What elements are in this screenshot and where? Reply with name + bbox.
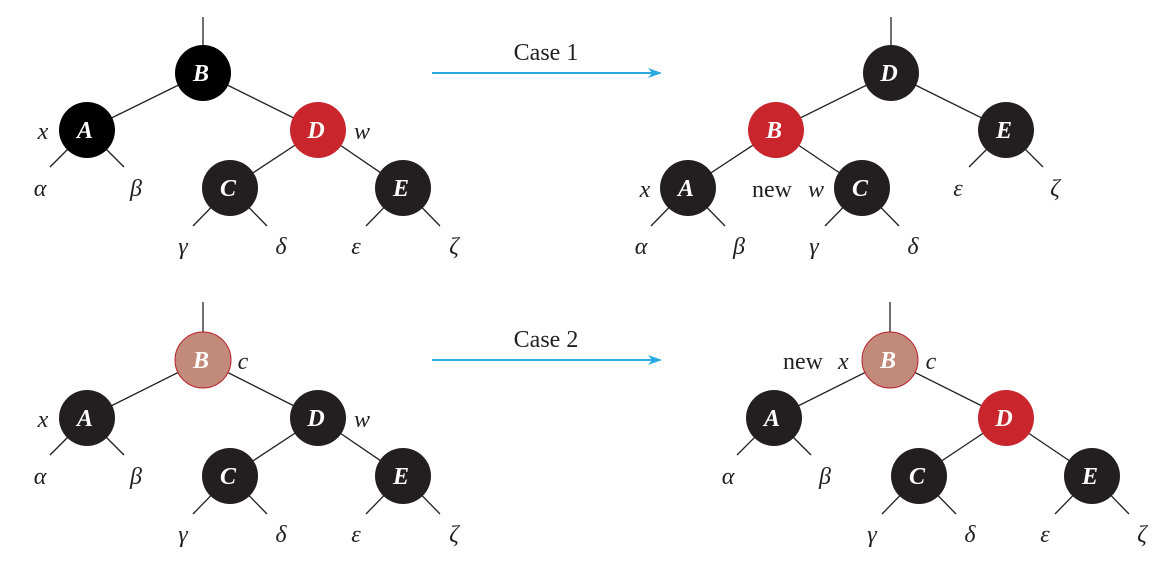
node-e: E bbox=[978, 102, 1034, 158]
label-w: w bbox=[354, 407, 370, 433]
node-d-label: D bbox=[306, 118, 324, 144]
node-d: D bbox=[863, 45, 919, 101]
node-a: A bbox=[59, 390, 115, 446]
node-c-label: C bbox=[220, 464, 237, 490]
node-d: D bbox=[290, 102, 346, 158]
case2-after-tree: B A D C E new x c α β γ δ ε ζ bbox=[722, 302, 1149, 548]
subtree-gamma: γ bbox=[809, 234, 819, 260]
case2-transition: Case 2 bbox=[432, 327, 662, 365]
node-d: D bbox=[290, 390, 346, 446]
subtree-delta: δ bbox=[907, 234, 919, 260]
node-e-label: E bbox=[392, 176, 409, 202]
node-e-label: E bbox=[995, 118, 1012, 144]
case2-label: Case 2 bbox=[514, 327, 579, 353]
node-c: C bbox=[202, 448, 258, 504]
label-c: c bbox=[926, 349, 937, 375]
node-b: B bbox=[175, 45, 231, 101]
node-a-label: A bbox=[762, 406, 780, 432]
node-c-label: C bbox=[909, 464, 926, 490]
subtree-gamma: γ bbox=[178, 234, 188, 260]
node-e-label: E bbox=[1081, 464, 1098, 490]
subtree-beta: β bbox=[129, 464, 142, 490]
subtree-delta: δ bbox=[964, 522, 976, 548]
node-d: D bbox=[978, 390, 1034, 446]
case1-label: Case 1 bbox=[514, 40, 579, 66]
case1-transition: Case 1 bbox=[432, 40, 662, 78]
subtree-beta: β bbox=[818, 464, 831, 490]
subtree-delta: δ bbox=[275, 234, 287, 260]
node-c-label: C bbox=[220, 176, 237, 202]
label-new: new bbox=[752, 177, 793, 203]
node-b-label: B bbox=[192, 348, 209, 374]
node-a-label: A bbox=[676, 176, 694, 202]
node-b-label: B bbox=[192, 61, 209, 87]
subtree-epsilon: ε bbox=[351, 522, 361, 548]
case1-after-tree: D B E A C x new w ε ζ α β γ δ bbox=[635, 17, 1062, 260]
node-e: E bbox=[375, 448, 431, 504]
node-a: A bbox=[660, 160, 716, 216]
subtree-epsilon: ε bbox=[351, 234, 361, 260]
label-w: w bbox=[354, 119, 370, 145]
label-x: x bbox=[639, 177, 651, 203]
node-a-label: A bbox=[75, 118, 93, 144]
node-c: C bbox=[834, 160, 890, 216]
subtree-zeta: ζ bbox=[1050, 176, 1062, 202]
case1-before-tree: B A D C E x w α β γ δ ε ζ bbox=[34, 17, 461, 260]
node-b-label: B bbox=[879, 348, 896, 374]
label-x: x bbox=[37, 119, 49, 145]
subtree-beta: β bbox=[732, 234, 745, 260]
node-e: E bbox=[1064, 448, 1120, 504]
subtree-alpha: α bbox=[34, 464, 47, 490]
subtree-zeta: ζ bbox=[449, 234, 461, 260]
node-b: B bbox=[174, 331, 232, 389]
node-b: B bbox=[861, 331, 919, 389]
node-a-label: A bbox=[75, 406, 93, 432]
subtree-beta: β bbox=[129, 176, 142, 202]
node-a: A bbox=[746, 390, 802, 446]
node-e-label: E bbox=[392, 464, 409, 490]
node-c: C bbox=[891, 448, 947, 504]
subtree-gamma: γ bbox=[867, 522, 877, 548]
node-b: B bbox=[748, 102, 804, 158]
node-c-label: C bbox=[852, 176, 869, 202]
label-new: new bbox=[783, 349, 824, 375]
case2-before-tree: B A D C E c x w α β γ δ ε ζ bbox=[34, 302, 461, 548]
subtree-gamma: γ bbox=[178, 522, 188, 548]
node-a: A bbox=[59, 102, 115, 158]
label-x: x bbox=[37, 407, 49, 433]
subtree-epsilon: ε bbox=[953, 176, 963, 202]
node-e: E bbox=[375, 160, 431, 216]
subtree-zeta: ζ bbox=[449, 522, 461, 548]
subtree-alpha: α bbox=[635, 234, 648, 260]
subtree-alpha: α bbox=[722, 464, 735, 490]
node-d-label: D bbox=[994, 406, 1012, 432]
label-new-x: x bbox=[837, 349, 849, 375]
subtree-epsilon: ε bbox=[1040, 522, 1050, 548]
subtree-zeta: ζ bbox=[1137, 522, 1149, 548]
label-c: c bbox=[238, 349, 249, 375]
node-d-label: D bbox=[306, 406, 324, 432]
subtree-alpha: α bbox=[34, 176, 47, 202]
node-c: C bbox=[202, 160, 258, 216]
node-d-label: D bbox=[879, 61, 897, 87]
subtree-delta: δ bbox=[275, 522, 287, 548]
node-b-label: B bbox=[765, 118, 782, 144]
label-new-w: w bbox=[808, 177, 824, 203]
